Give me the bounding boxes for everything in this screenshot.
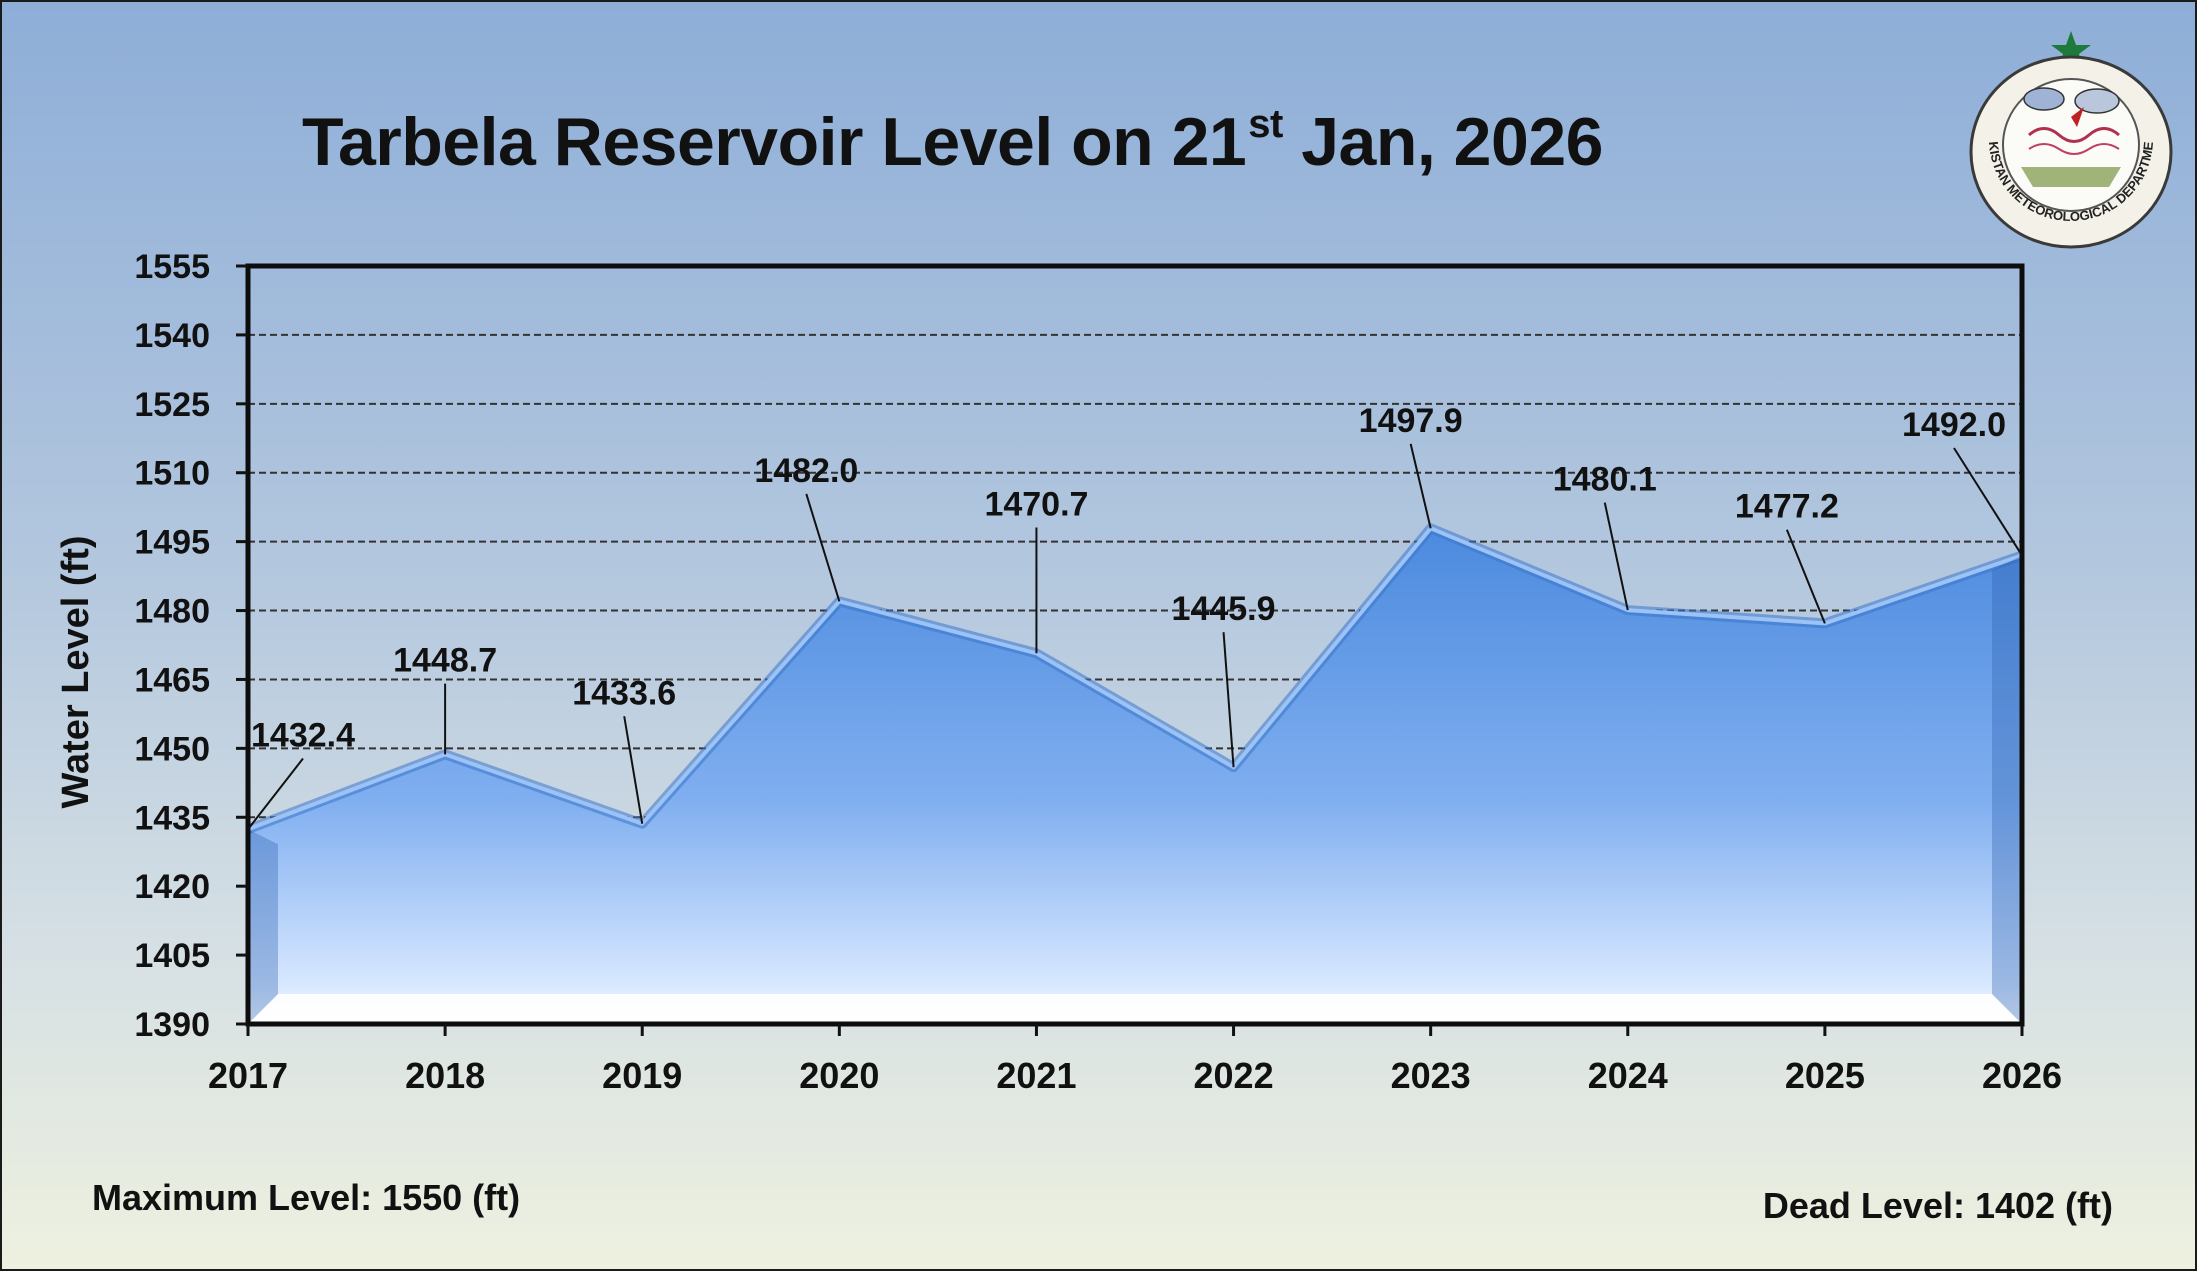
y-tick-label: 1435 — [134, 799, 210, 837]
y-tick-label: 1555 — [134, 248, 210, 286]
data-label: 1492.0 — [1902, 406, 2006, 444]
area-series — [246, 523, 2024, 1024]
data-label: 1477.2 — [1735, 488, 1839, 526]
x-tick-label: 2025 — [1785, 1055, 1865, 1096]
y-axis-label: Water Level (ft) — [55, 535, 97, 808]
cloud-icon — [2074, 88, 2120, 114]
max-level-note: Maximum Level: 1550 (ft) — [92, 1177, 521, 1218]
y-tick-label: 1420 — [134, 868, 210, 906]
leader-line — [1409, 443, 1432, 529]
thermometer-icon — [2071, 107, 2084, 127]
leader-line — [1603, 502, 1629, 611]
leader-line — [623, 716, 644, 824]
leader-line — [1953, 447, 2023, 556]
wave-icon — [2028, 143, 2120, 155]
x-tick-label: 2018 — [405, 1055, 485, 1096]
data-label: 1445.9 — [1172, 590, 1276, 628]
x-tick-label: 2021 — [996, 1055, 1076, 1096]
pmd-logo: PAKISTAN METEOROLOGICAL DEPARTMENT — [1959, 27, 2173, 249]
cloud-icon — [2023, 87, 2065, 111]
leader-line — [247, 757, 304, 830]
x-tick-label: 2019 — [602, 1055, 682, 1096]
data-label: 1497.9 — [1359, 402, 1463, 440]
data-label: 1448.7 — [393, 642, 497, 680]
y-tick-label: 1390 — [134, 1006, 210, 1044]
y-tick-label: 1510 — [134, 455, 210, 493]
dead-level-note: Dead Level: 1402 (ft) — [1762, 1185, 2113, 1226]
area-bevel-left — [248, 829, 278, 1024]
leader-line — [805, 493, 841, 602]
leader-line — [1785, 529, 1826, 624]
y-tick-label: 1450 — [134, 730, 210, 768]
y-tick-label: 1525 — [134, 386, 210, 424]
y-tick-label: 1495 — [134, 524, 210, 562]
leader-line — [1222, 632, 1235, 768]
x-tick-label: 2017 — [208, 1055, 288, 1096]
data-label: 1433.6 — [572, 674, 676, 712]
x-tick-label: 2023 — [1391, 1055, 1471, 1096]
plot-border — [245, 263, 2025, 1027]
y-axis-ticks: 1555 1540 1525 1510 1495 1480 1465 1450 1435 1420… — [134, 248, 248, 1044]
x-tick-label: 2022 — [1194, 1055, 1274, 1096]
data-labels: 1432.4 1448.7 1433.6 1482.0 1470.7 1445.9 1497… — [247, 402, 2023, 830]
x-axis-ticks: 2017 2018 2019 2020 2021 2022 2023 2024 2025 2026 — [208, 1024, 2062, 1096]
title-rest: Jan, 2026 — [1282, 104, 1603, 180]
data-label: 1470.7 — [984, 485, 1088, 523]
x-tick-label: 2026 — [1982, 1055, 2062, 1096]
chart-title: Tarbela Reservoir Level on 21st Jan, 202… — [302, 102, 1603, 181]
y-tick-label: 1480 — [134, 593, 210, 631]
data-label: 1432.4 — [251, 717, 355, 755]
x-tick-label: 2024 — [1588, 1055, 1668, 1096]
area-bevel-right — [1992, 555, 2022, 1024]
wave-icon — [2028, 127, 2120, 143]
title-superscript: st — [1248, 102, 1283, 146]
title-main: Tarbela Reservoir Level on 21 — [302, 104, 1247, 180]
y-tick-label: 1540 — [134, 317, 210, 355]
star-icon — [2051, 31, 2091, 68]
area-fill — [248, 528, 2022, 1024]
area-edge — [247, 526, 2023, 832]
data-label: 1482.0 — [754, 452, 858, 490]
y-tick-label: 1465 — [134, 661, 210, 699]
data-label: 1480.1 — [1553, 461, 1657, 499]
y-tick-label: 1405 — [134, 937, 210, 975]
x-tick-label: 2020 — [799, 1055, 879, 1096]
land-icon — [2021, 167, 2121, 187]
area-bevel-bottom — [248, 994, 2022, 1024]
